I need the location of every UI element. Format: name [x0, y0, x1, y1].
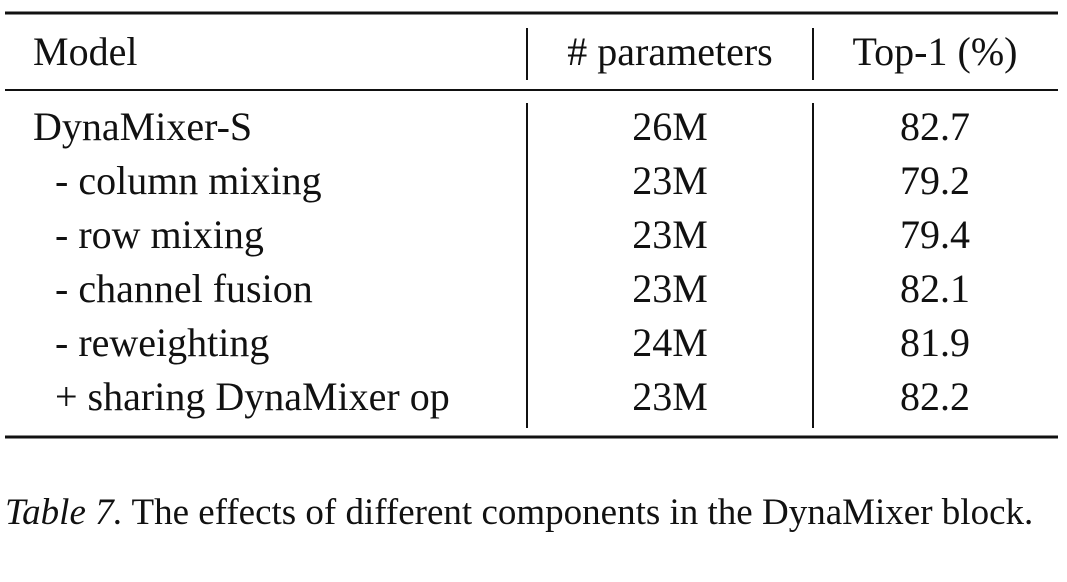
caption-label: Table 7. — [5, 492, 123, 533]
table-cell: 23M — [632, 212, 708, 257]
header-cell: Top-1 (%) — [853, 29, 1018, 74]
header-cell: # parameters — [567, 29, 772, 74]
table-cell: 23M — [632, 266, 708, 311]
table-cell: + sharing DynaMixer op — [55, 374, 450, 419]
table: Model # parameters Top-1 (%) DynaMixer-S… — [5, 11, 1058, 439]
header-cell: Model — [33, 29, 137, 74]
table-cell: 24M — [632, 320, 708, 365]
table-cell: 79.2 — [900, 158, 970, 203]
table-cell: DynaMixer-S — [33, 104, 252, 149]
table-cell: 81.9 — [900, 320, 970, 365]
table-cell: - reweighting — [55, 320, 269, 365]
caption-text: The effects of different components in t… — [131, 492, 1034, 533]
caption: Table 7. The effects of different compon… — [5, 490, 1060, 536]
table-cell: 26M — [632, 104, 708, 149]
table-cell: 82.2 — [900, 374, 970, 419]
table-cell: - channel fusion — [55, 266, 313, 311]
table-cell: 79.4 — [900, 212, 970, 257]
table-cell: 23M — [632, 158, 708, 203]
table-cell: - row mixing — [55, 212, 264, 257]
table-cell: 82.1 — [900, 266, 970, 311]
table-cell: - column mixing — [55, 158, 322, 203]
table-cell: 23M — [632, 374, 708, 419]
table-cell: 82.7 — [900, 104, 970, 149]
